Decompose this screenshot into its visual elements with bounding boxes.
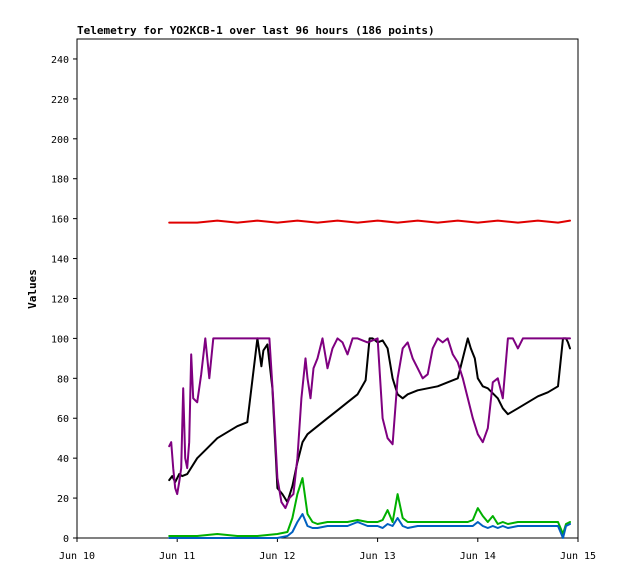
y-tick-label: 180 [51,175,69,186]
series-lines [168,219,571,539]
series-line-1 [168,219,571,224]
plot-area-frame [76,38,579,539]
y-tick-label: 220 [51,95,69,106]
y-tick-label: 100 [51,334,69,345]
series-line-2 [168,337,571,504]
series-line-3 [168,337,571,510]
x-axis: Jun 10 Jun 11 Jun 12 Jun 13 Jun 14 Jun 15 [59,538,596,562]
y-tick-label: 140 [51,255,69,266]
y-axis: 0 20 40 60 80 100 120 140 160 180 200 220 240 [51,55,77,545]
x-tick-label: Jun 11 [159,551,195,562]
series-line-4 [168,477,571,537]
y-tick-label: 200 [51,135,69,146]
y-tick-label: 160 [51,215,69,226]
x-tick-label: Jun 10 [59,551,95,562]
x-tick-label: Jun 14 [460,551,496,562]
y-tick-label: 120 [51,294,69,305]
x-tick-label: Jun 13 [360,551,396,562]
series-line-5 [168,513,571,539]
y-tick-label: 80 [57,374,69,385]
y-tick-label: 60 [57,414,69,425]
y-axis-label: Values [26,269,39,309]
x-tick-label: Jun 12 [259,551,295,562]
chart-title: Telemetry for YO2KCB-1 over last 96 hour… [77,24,435,37]
y-tick-label: 40 [57,454,69,465]
y-tick-label: 240 [51,55,69,66]
y-tick-label: 0 [63,534,69,545]
y-tick-label: 20 [57,494,69,505]
x-tick-label: Jun 15 [560,551,596,562]
